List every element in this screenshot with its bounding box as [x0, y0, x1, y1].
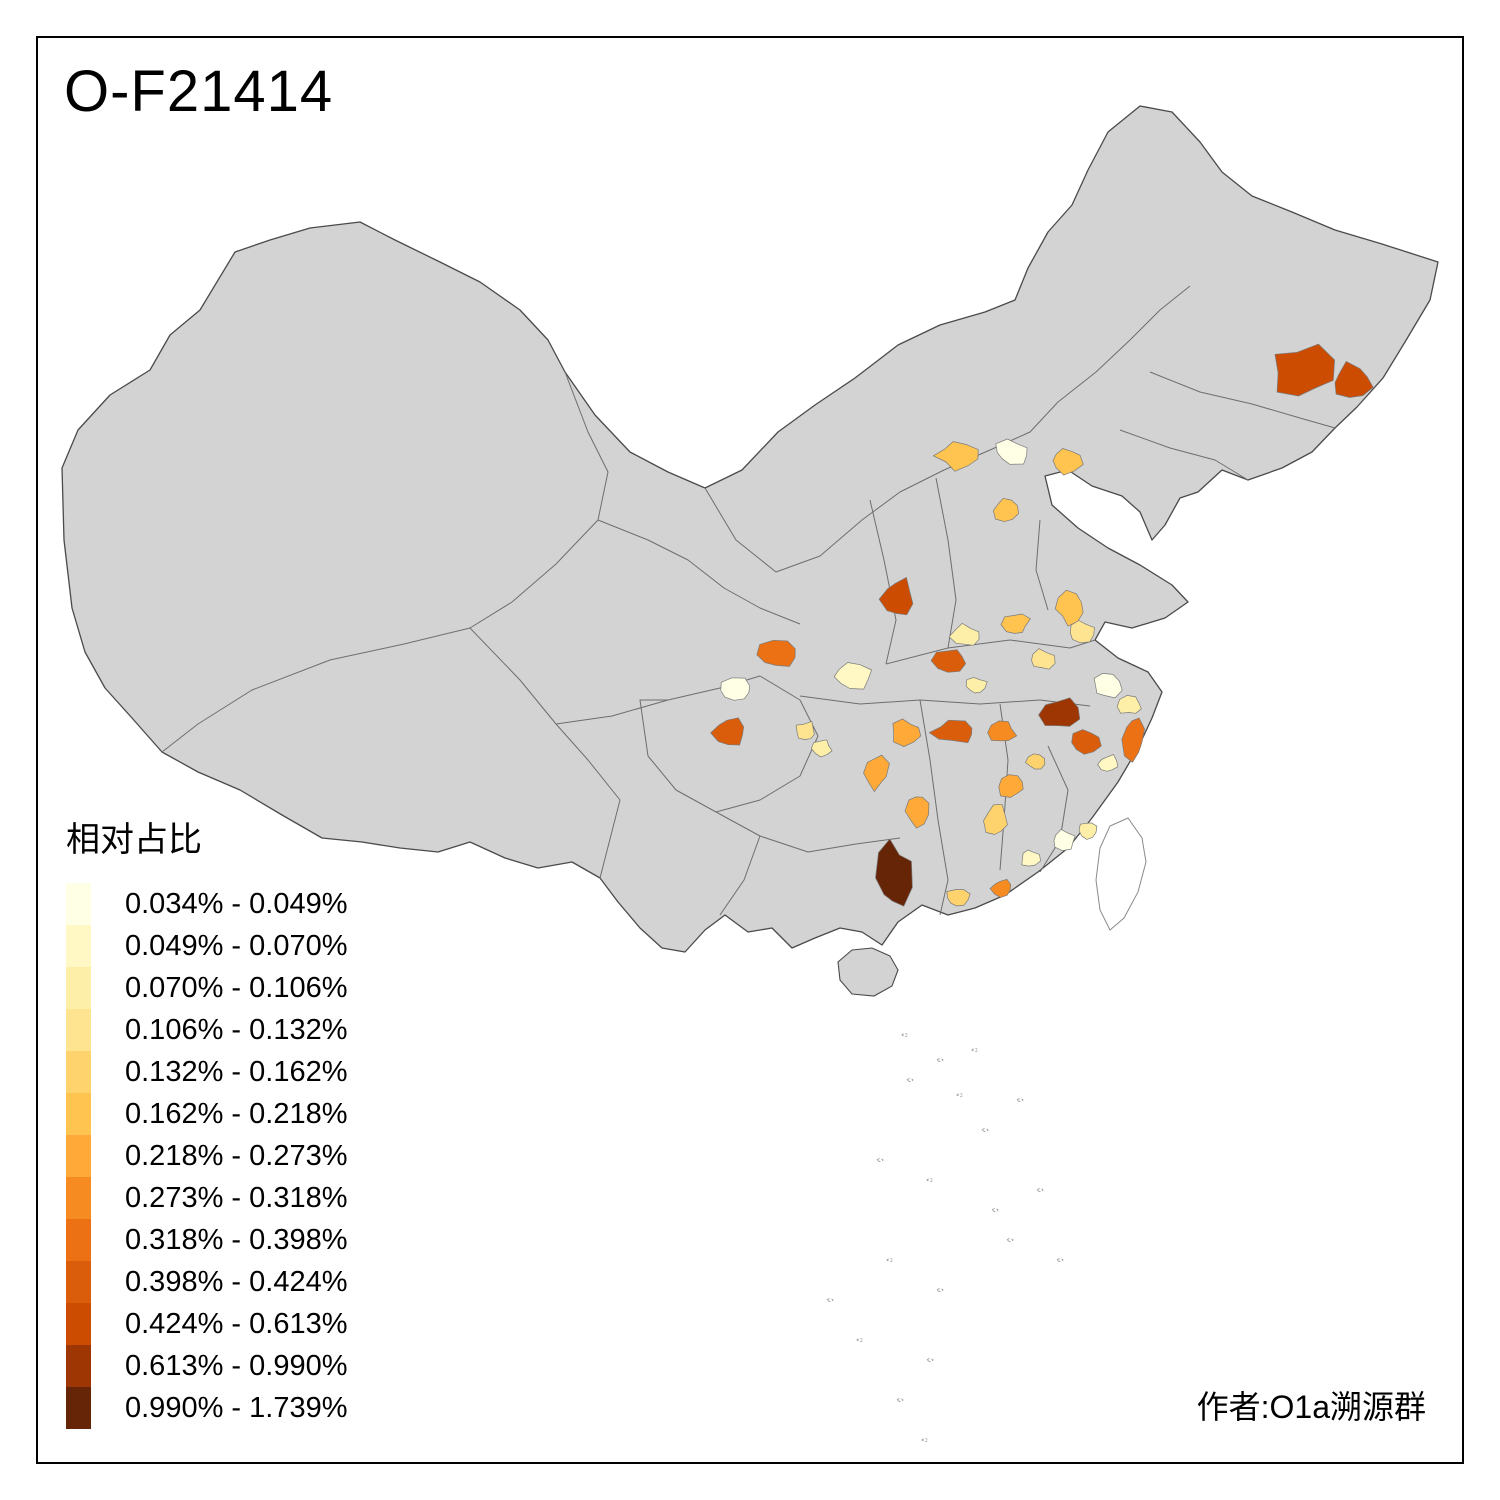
map-region [904, 796, 930, 829]
map-region [1054, 589, 1084, 627]
map-region [1116, 695, 1142, 714]
taiwan-island [1095, 817, 1147, 931]
map-region [756, 639, 796, 667]
map-region [946, 889, 971, 907]
map-region [892, 718, 922, 747]
author-credit: 作者:O1a溯源群 [1196, 1389, 1426, 1425]
map-region [1078, 822, 1098, 840]
map-region [1025, 753, 1046, 770]
map-region [710, 717, 745, 746]
legend-item: 0.990% - 1.739% [66, 1387, 347, 1429]
legend-item: 0.070% - 0.106% [66, 967, 347, 1009]
map-region [998, 774, 1024, 798]
legend-label: 0.070% - 0.106% [125, 971, 348, 1004]
map-region [1038, 697, 1081, 727]
legend-swatch [66, 1387, 91, 1429]
map-region [810, 739, 833, 758]
legend-item: 0.613% - 0.990% [66, 1345, 347, 1387]
legend-swatch [66, 1303, 91, 1345]
map-region [1274, 343, 1335, 397]
legend-swatch [66, 1177, 91, 1219]
legend-label: 0.990% - 1.739% [125, 1391, 348, 1424]
map-region [1052, 448, 1084, 476]
legend-swatch [66, 1219, 91, 1261]
legend-label: 0.398% - 0.424% [125, 1265, 348, 1298]
legend-item: 0.162% - 0.218% [66, 1093, 347, 1135]
map-region [948, 622, 980, 646]
map-region [1097, 754, 1119, 772]
map-region [987, 720, 1018, 742]
legend-items: 0.034% - 0.049% 0.049% - 0.070% 0.070% - 0… [66, 883, 347, 1429]
legend-swatch [66, 883, 91, 925]
legend-label: 0.132% - 0.162% [125, 1055, 348, 1088]
legend-item: 0.424% - 0.613% [66, 1303, 347, 1345]
legend-label: 0.613% - 0.990% [125, 1349, 348, 1382]
legend: 相对占比 0.034% - 0.049% 0.049% - 0.070% 0.070… [66, 812, 347, 1429]
legend-item: 0.034% - 0.049% [66, 883, 347, 925]
map-region [1334, 361, 1374, 398]
legend-title: 相对占比 [66, 821, 202, 859]
legend-item: 0.318% - 0.398% [66, 1219, 347, 1261]
map-region [795, 721, 815, 740]
map-region [1031, 648, 1056, 670]
page-title: O-F21414 [64, 59, 334, 124]
map-region [863, 754, 890, 792]
map-region [720, 677, 751, 701]
legend-item: 0.132% - 0.162% [66, 1051, 347, 1093]
map-region [1000, 613, 1031, 634]
map-region [1121, 717, 1145, 763]
map-region [930, 649, 967, 673]
legend-item: 0.398% - 0.424% [66, 1261, 347, 1303]
map-region [1069, 620, 1095, 644]
map-region [989, 878, 1012, 898]
hainan-island [837, 947, 899, 997]
legend-swatch [66, 925, 91, 967]
legend-label: 0.218% - 0.273% [125, 1139, 348, 1172]
data-regions [710, 343, 1374, 907]
map-region [1071, 729, 1102, 755]
legend-item: 0.218% - 0.273% [66, 1135, 347, 1177]
legend-label: 0.034% - 0.049% [125, 887, 348, 920]
map-region [1053, 829, 1076, 851]
map-region [833, 662, 872, 690]
legend-label: 0.273% - 0.318% [125, 1181, 348, 1214]
legend-swatch [66, 1051, 91, 1093]
legend-swatch [66, 1009, 91, 1051]
map-region [992, 497, 1019, 522]
map-region [995, 438, 1028, 465]
legend-item: 0.273% - 0.318% [66, 1177, 347, 1219]
map-region [1093, 673, 1123, 699]
legend-swatch [66, 1093, 91, 1135]
map-region [983, 803, 1008, 835]
map-region [965, 677, 988, 694]
map-region [878, 577, 914, 616]
legend-swatch [66, 1345, 91, 1387]
legend-item: 0.106% - 0.132% [66, 1009, 347, 1051]
legend-label: 0.049% - 0.070% [125, 929, 348, 962]
map-region [875, 838, 913, 907]
map-region [1021, 849, 1041, 867]
legend-label: 0.318% - 0.398% [125, 1223, 348, 1256]
legend-swatch [66, 1135, 91, 1177]
map-region [932, 441, 979, 472]
legend-item: 0.049% - 0.070% [66, 925, 347, 967]
legend-label: 0.106% - 0.132% [125, 1013, 348, 1046]
legend-label: 0.162% - 0.218% [125, 1097, 348, 1130]
legend-swatch [66, 1261, 91, 1303]
legend-swatch [66, 967, 91, 1009]
map-region [928, 719, 973, 744]
legend-label: 0.424% - 0.613% [125, 1307, 348, 1340]
sea-islets [826, 1033, 1064, 1442]
